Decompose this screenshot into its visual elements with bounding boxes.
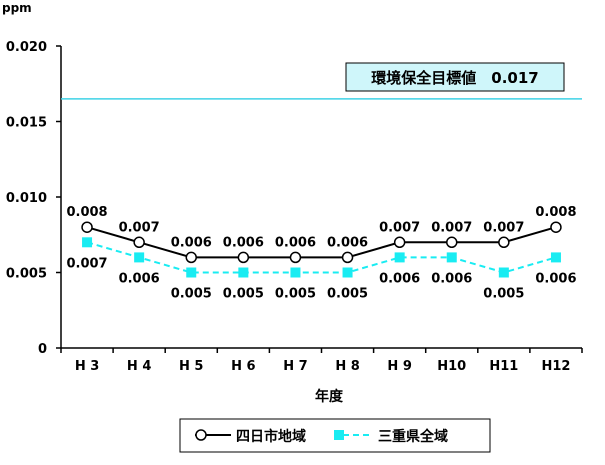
y-tick-label: 0.015 — [6, 116, 47, 131]
data-label: 0.005 — [483, 287, 524, 302]
data-point-circle — [289, 251, 302, 264]
data-label: 0.005 — [275, 287, 316, 302]
data-point-circle — [393, 236, 406, 249]
y-axis: 0 0.005 0.010 0.015 0.020 — [6, 40, 62, 357]
data-label: 0.006 — [223, 235, 264, 250]
data-point-square — [82, 237, 93, 248]
x-tick-label: H12 — [541, 359, 570, 374]
data-point-square — [134, 252, 145, 263]
data-label: 0.006 — [275, 235, 316, 250]
data-label: 0.005 — [327, 287, 368, 302]
y-tick-label: 0.005 — [6, 267, 47, 282]
data-label: 0.007 — [379, 220, 420, 235]
series-line-1 — [86, 226, 557, 259]
x-tick-label: H 6 — [231, 359, 255, 374]
legend: 四日市地域 三重県全域 — [179, 418, 491, 453]
data-point-square — [446, 252, 457, 263]
data-point-circle — [237, 251, 250, 264]
data-label: 0.005 — [171, 287, 212, 302]
x-tick-label: H10 — [437, 359, 466, 374]
data-label: 0.006 — [327, 235, 368, 250]
data-point-circle — [550, 221, 562, 233]
data-label: 0.006 — [379, 271, 420, 286]
x-axis-title: 年度 — [315, 388, 344, 405]
x-tick-label: H 4 — [127, 359, 151, 374]
data-label: 0.007 — [483, 220, 524, 235]
data-point-circle — [446, 236, 458, 249]
data-label: 0.007 — [66, 256, 107, 271]
series-group: 0.008 0.007 0.006 0.006 0.006 0.006 0.007 0.007… — [66, 205, 576, 301]
x-tick-label: H11 — [489, 359, 518, 374]
data-point-circle — [81, 221, 93, 233]
x-tick-label: H 3 — [75, 359, 99, 374]
data-label: 0.007 — [431, 220, 472, 235]
reference-label-box — [345, 62, 565, 92]
legend-marker-circle — [195, 429, 207, 441]
data-label: 0.007 — [119, 220, 160, 235]
data-point-circle — [185, 251, 197, 264]
data-point-square — [342, 267, 353, 278]
legend-label-1: 四日市地域 — [236, 428, 306, 445]
data-point-square — [238, 267, 249, 278]
data-label: 0.006 — [171, 235, 212, 250]
x-tick-label: H 9 — [387, 359, 411, 374]
series-line-2 — [86, 241, 557, 274]
data-point-circle — [498, 236, 510, 249]
x-tick-label: H 7 — [283, 359, 307, 374]
y-axis-unit: ppm — [2, 1, 32, 15]
data-point-circle — [341, 251, 354, 264]
data-label: 0.006 — [431, 271, 472, 286]
data-point-square — [550, 252, 561, 263]
data-point-circle — [133, 236, 145, 249]
data-label: 0.006 — [535, 271, 576, 286]
reference-line-group: 環境保全目標値 0.017 — [61, 62, 582, 100]
data-point-square — [498, 267, 509, 278]
x-axis: H 3 H 4 H 5 H 6 H 7 H 8 H 9 H10 H11 H12 — [60, 347, 583, 374]
legend-label-2: 三重県全域 — [378, 428, 448, 445]
data-point-square — [394, 252, 405, 263]
x-tick-label: H 5 — [179, 359, 203, 374]
data-label: 0.008 — [66, 205, 107, 220]
y-tick-label: 0.020 — [6, 40, 47, 55]
data-label: 0.006 — [119, 271, 160, 286]
legend-marker-square — [334, 430, 344, 440]
data-label: 0.005 — [223, 287, 264, 302]
data-point-square — [290, 267, 301, 278]
y-tick-label: 0.010 — [6, 191, 47, 206]
x-tick-label: H 8 — [335, 359, 359, 374]
data-label: 0.008 — [535, 205, 576, 220]
data-point-square — [186, 267, 197, 278]
y-tick-label: 0 — [38, 342, 47, 357]
reference-label: 環境保全目標値 0.017 — [371, 69, 538, 87]
